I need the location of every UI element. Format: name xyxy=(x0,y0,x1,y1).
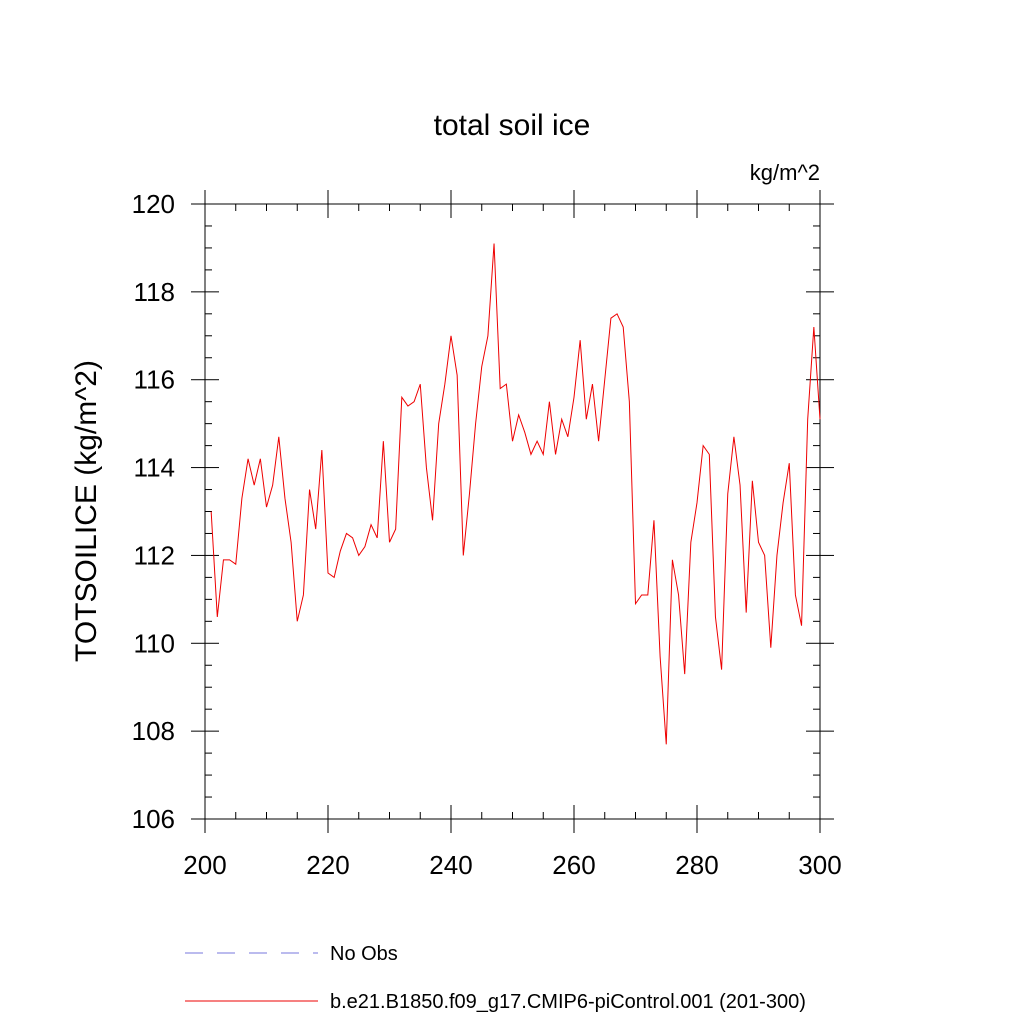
axis-ticks xyxy=(191,190,834,833)
y-tick-labels: 106 108 110 112 114 116 118 120 xyxy=(132,189,175,834)
x-tick-label: 220 xyxy=(306,850,349,880)
y-axis-label: TOTSOILICE (kg/m^2) xyxy=(70,360,103,662)
x-tick-label: 240 xyxy=(429,850,472,880)
legend-label-model: b.e21.B1850.f09_g17.CMIP6-piControl.001 … xyxy=(330,991,806,1013)
y-tick-label: 108 xyxy=(132,716,175,746)
series-line xyxy=(210,243,821,745)
x-tick-label: 300 xyxy=(798,850,841,880)
y-tick-label: 120 xyxy=(132,189,175,219)
chart-title: total soil ice xyxy=(434,109,591,142)
legend-label-no-obs: No Obs xyxy=(330,943,398,965)
x-tick-label: 280 xyxy=(675,850,718,880)
x-tick-labels: 200 220 240 260 280 300 xyxy=(183,850,841,880)
x-tick-label: 200 xyxy=(183,850,226,880)
x-tick-label: 260 xyxy=(552,850,595,880)
units-label: kg/m^2 xyxy=(750,160,820,185)
y-tick-label: 116 xyxy=(134,365,175,395)
y-tick-label: 106 xyxy=(132,804,175,834)
plot-frame xyxy=(204,203,821,820)
y-tick-label: 118 xyxy=(134,277,175,307)
y-tick-label: 112 xyxy=(134,540,175,570)
y-tick-label: 114 xyxy=(134,453,175,483)
y-tick-label: 110 xyxy=(134,628,175,658)
